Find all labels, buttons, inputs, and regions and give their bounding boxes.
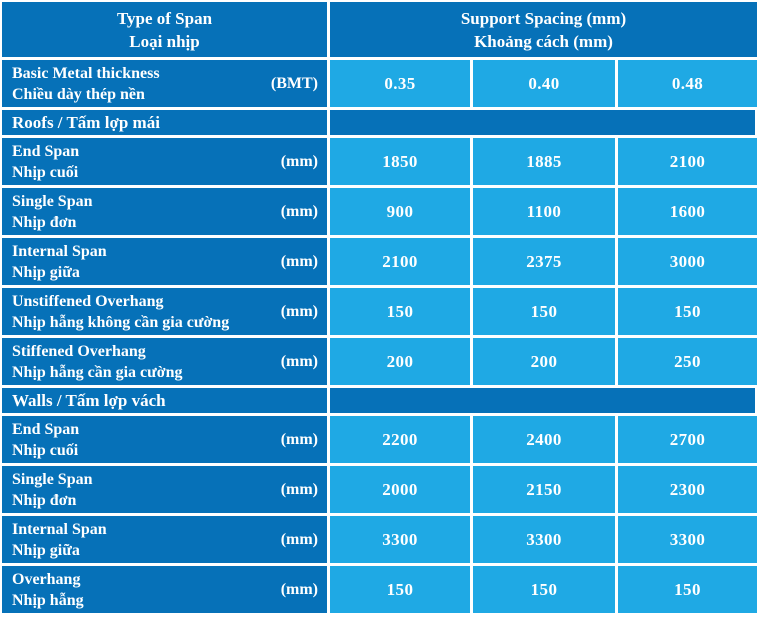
row-unit-label: (mm)	[280, 352, 318, 370]
row-label-cell: Internal Span Nhịp giữa (mm)	[2, 238, 327, 285]
row-label-vi: Nhịp hẫng không cần gia cường	[12, 313, 230, 331]
header-support-spacing: Support Spacing (mm) Khoảng cách (mm)	[330, 2, 757, 57]
row-value-col1: 150	[330, 566, 470, 613]
row-label-lines: Single Span Nhịp đơn	[12, 469, 92, 511]
row-label-lines: Internal Span Nhịp giữa	[12, 519, 107, 561]
row-value-col3: 3000	[618, 238, 757, 285]
row-value-col2: 150	[473, 288, 615, 335]
row-label-cell: Single Span Nhịp đơn (mm)	[2, 466, 327, 513]
row-label-en: Overhang	[12, 570, 81, 588]
row-label-lines: Overhang Nhịp hẫng	[12, 569, 84, 611]
row-unit-label: (mm)	[280, 152, 318, 170]
row-label-lines: Internal Span Nhịp giữa	[12, 241, 107, 283]
row-label-en: End Span	[12, 142, 80, 160]
row-value-col2: 1100	[473, 188, 615, 235]
section-title-walls: Walls / Tấm lợp vách	[2, 388, 327, 413]
header-type-of-span-vi: Loại nhịp	[129, 31, 200, 51]
header-support-spacing-vi: Khoảng cách (mm)	[474, 31, 613, 51]
row-label-vi: Nhịp đơn	[12, 213, 77, 231]
bmt-value-col2: 0.40	[473, 60, 615, 107]
row-label-lines: Stiffened Overhang Nhịp hẫng cần gia cườn…	[12, 341, 183, 383]
row-label-cell: End Span Nhịp cuối (mm)	[2, 138, 327, 185]
row-label-cell: Stiffened Overhang Nhịp hẫng cần gia cườn…	[2, 338, 327, 385]
row-label-en: Internal Span	[12, 242, 107, 260]
row-value-col1: 3300	[330, 516, 470, 563]
row-value-col3: 2700	[618, 416, 757, 463]
bmt-label-en: Basic Metal thickness	[12, 64, 160, 82]
row-label-cell: Internal Span Nhịp giữa (mm)	[2, 516, 327, 563]
row-label-en: Unstiffened Overhang	[12, 292, 164, 310]
row-label-en: Single Span	[12, 470, 93, 488]
row-unit-label: (mm)	[280, 302, 318, 320]
row-value-col2: 2375	[473, 238, 615, 285]
row-label-cell: Overhang Nhịp hẫng (mm)	[2, 566, 327, 613]
row-label-cell: End Span Nhịp cuối (mm)	[2, 416, 327, 463]
bmt-unit-label: (BMT)	[270, 74, 318, 92]
row-value-col2: 150	[473, 566, 615, 613]
row-value-col2: 2400	[473, 416, 615, 463]
row-label-en: End Span	[12, 420, 80, 438]
section-title-roofs: Roofs / Tấm lợp mái	[2, 110, 327, 135]
row-label-lines: End Span Nhịp cuối	[12, 141, 79, 183]
row-label-cell: Single Span Nhịp đơn (mm)	[2, 188, 327, 235]
row-value-col2: 3300	[473, 516, 615, 563]
row-unit-label: (mm)	[280, 580, 318, 598]
header-type-of-span-en: Type of Span	[116, 8, 213, 28]
section-band-walls	[330, 388, 755, 413]
row-label-vi: Nhịp giữa	[12, 541, 80, 559]
row-unit-label: (mm)	[280, 530, 318, 548]
row-value-col2: 2150	[473, 466, 615, 513]
header-support-spacing-en: Support Spacing (mm)	[460, 8, 627, 28]
row-label-en: Single Span	[12, 192, 93, 210]
row-label-lines: Single Span Nhịp đơn	[12, 191, 92, 233]
row-value-col1: 2000	[330, 466, 470, 513]
row-label-en: Stiffened Overhang	[12, 342, 146, 360]
row-label-lines: End Span Nhịp cuối	[12, 419, 79, 461]
bmt-value-col1: 0.35	[330, 60, 470, 107]
row-value-col1: 900	[330, 188, 470, 235]
row-label-vi: Nhịp hẫng	[12, 591, 84, 609]
row-value-col1: 2200	[330, 416, 470, 463]
row-label-vi: Nhịp cuối	[12, 163, 79, 181]
row-unit-label: (mm)	[280, 202, 318, 220]
row-value-col2: 200	[473, 338, 615, 385]
bmt-label-vi: Chiều dày thép nền	[12, 85, 145, 103]
row-value-col3: 2100	[618, 138, 757, 185]
row-label-vi: Nhịp hẫng cần gia cường	[12, 363, 183, 381]
row-value-col1: 2100	[330, 238, 470, 285]
row-value-col3: 150	[618, 566, 757, 613]
bmt-label-cell: Basic Metal thickness Chiều dày thép nền (…	[2, 60, 327, 107]
bmt-value-col3: 0.48	[618, 60, 757, 107]
bmt-label-lines: Basic Metal thickness Chiều dày thép nền	[12, 63, 160, 105]
row-value-col3: 250	[618, 338, 757, 385]
row-unit-label: (mm)	[280, 252, 318, 270]
row-unit-label: (mm)	[280, 430, 318, 448]
row-value-col3: 1600	[618, 188, 757, 235]
row-value-col3: 3300	[618, 516, 757, 563]
row-value-col1: 1850	[330, 138, 470, 185]
row-label-cell: Unstiffened Overhang Nhịp hẫng không cần …	[2, 288, 327, 335]
row-value-col1: 150	[330, 288, 470, 335]
row-value-col1: 200	[330, 338, 470, 385]
row-label-vi: Nhịp giữa	[12, 263, 80, 281]
row-label-lines: Unstiffened Overhang Nhịp hẫng không cần …	[12, 291, 229, 333]
row-label-vi: Nhịp cuối	[12, 441, 79, 459]
row-value-col3: 150	[618, 288, 757, 335]
row-value-col2: 1885	[473, 138, 615, 185]
row-value-col3: 2300	[618, 466, 757, 513]
row-unit-label: (mm)	[280, 480, 318, 498]
row-label-vi: Nhịp đơn	[12, 491, 77, 509]
header-type-of-span: Type of Span Loại nhịp	[2, 2, 327, 57]
section-band-roofs	[330, 110, 755, 135]
row-label-en: Internal Span	[12, 520, 107, 538]
